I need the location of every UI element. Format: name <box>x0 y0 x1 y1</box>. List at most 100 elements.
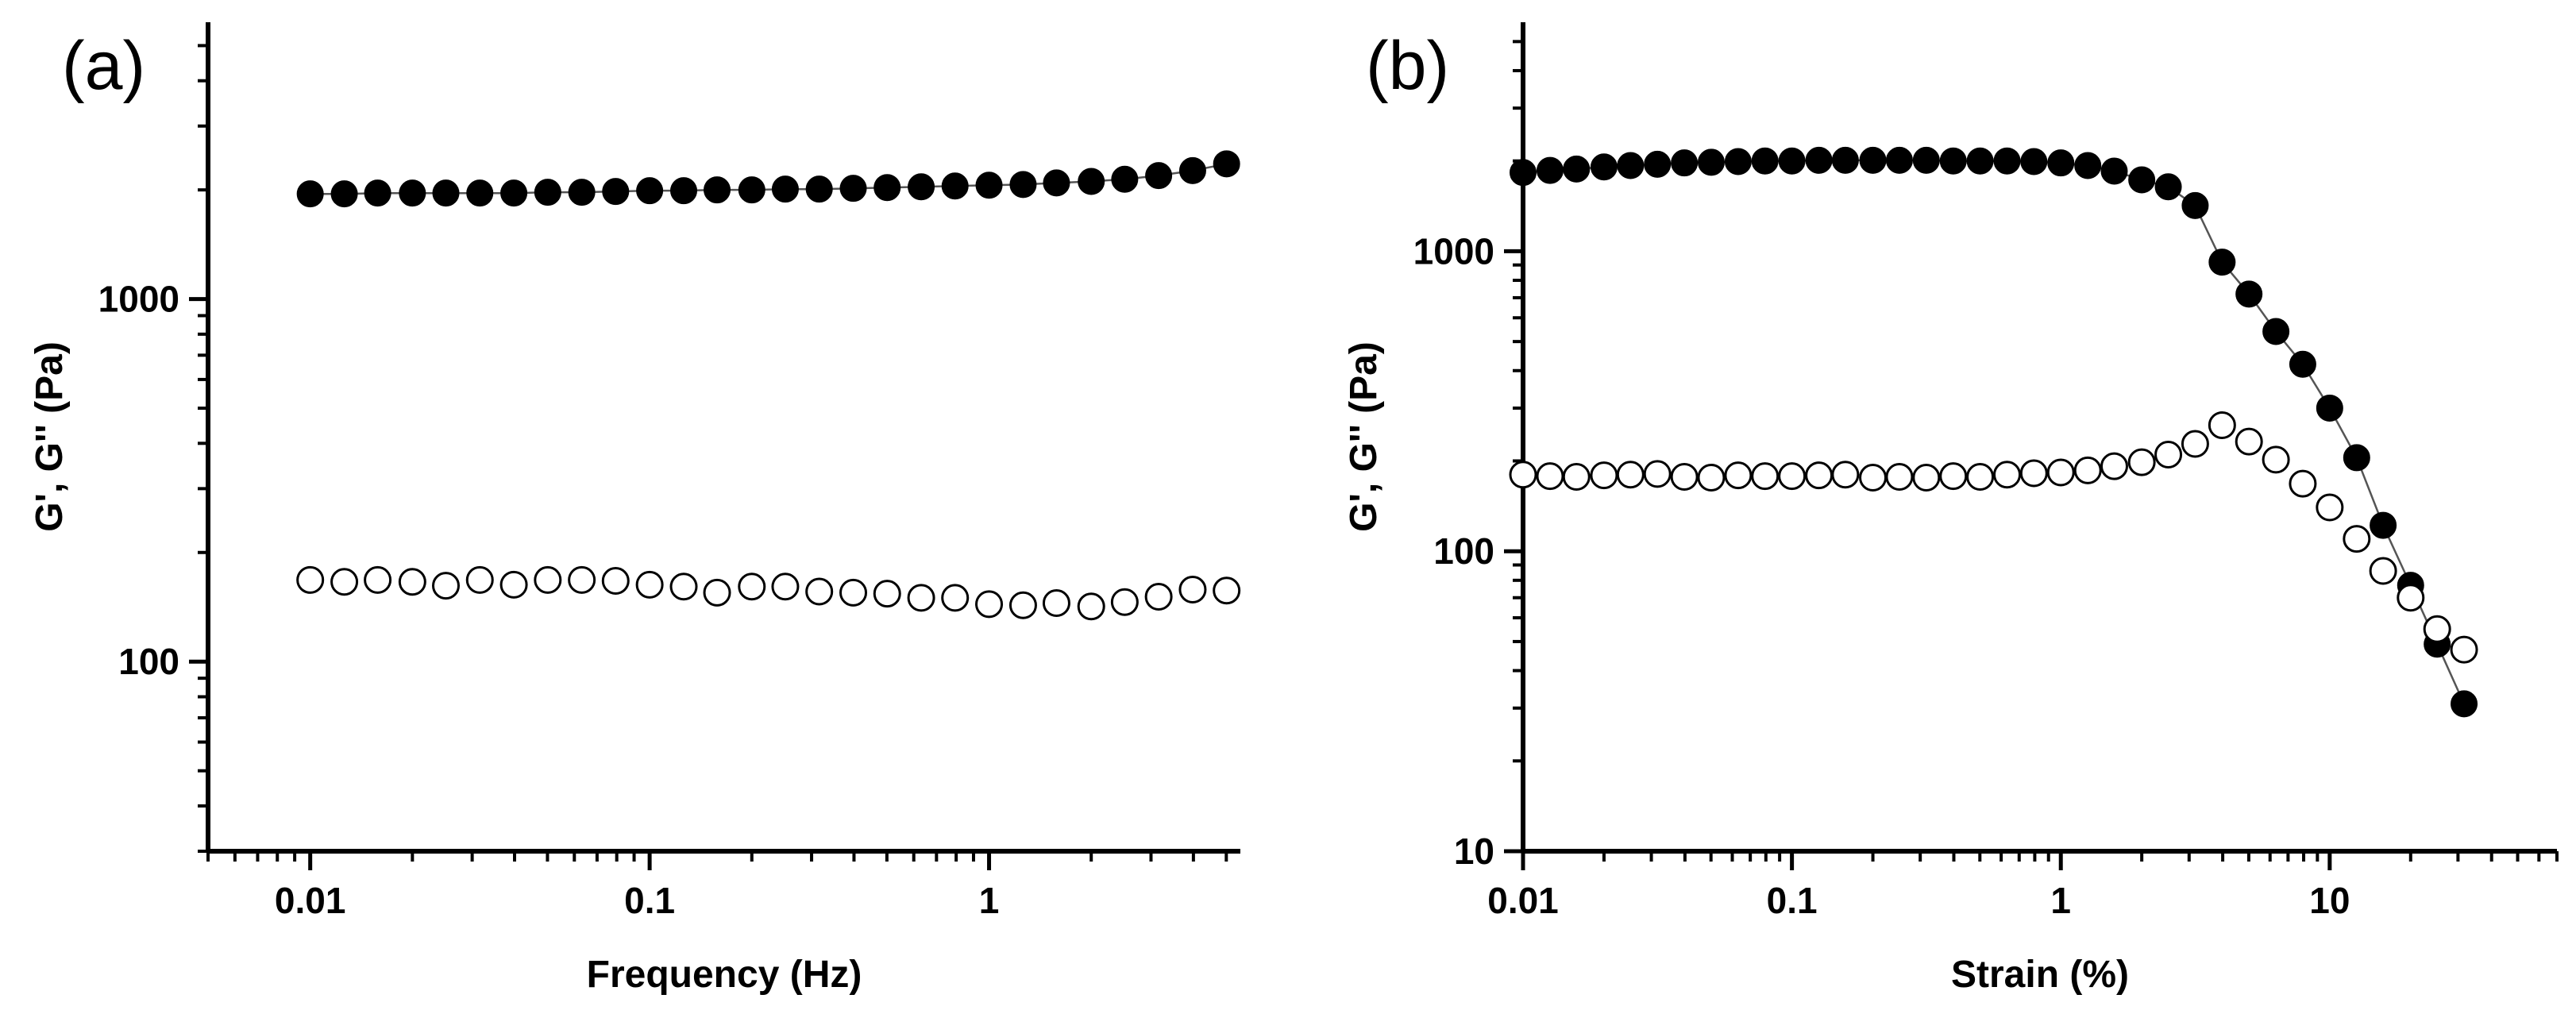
data-point-open <box>534 565 562 594</box>
data-point-open <box>432 572 461 600</box>
x-tick-label: 0.1 <box>1767 880 1818 921</box>
data-point-open <box>1912 463 1941 492</box>
data-point-open <box>669 573 698 601</box>
data-point-filled <box>1912 146 1940 174</box>
data-point-filled <box>1536 156 1564 184</box>
data-point-filled <box>1617 152 1645 179</box>
data-point-filled <box>1993 147 2021 175</box>
data-point-open <box>1993 461 2022 489</box>
data-point-filled <box>1671 149 1699 177</box>
data-point-filled <box>2235 280 2263 308</box>
x-tick-label: 0.01 <box>275 880 346 921</box>
y-tick-label: 100 <box>118 641 179 682</box>
data-point-open <box>465 565 494 594</box>
data-point-filled <box>1859 146 1887 174</box>
data-point-open <box>499 570 528 599</box>
data-point-open <box>1213 576 1241 605</box>
y-tick-label: 1000 <box>1413 230 1494 272</box>
data-point-open <box>398 568 426 596</box>
data-point-open <box>1178 576 1207 604</box>
data-point-open <box>2127 448 2156 476</box>
series-line <box>310 163 1227 195</box>
y-tick-label: 10 <box>1454 831 1494 872</box>
data-point-open <box>1536 462 1564 491</box>
x-axis-title: Frequency (Hz) <box>587 954 862 996</box>
data-point-filled <box>805 175 833 203</box>
x-tick-label: 1 <box>979 880 1000 921</box>
data-point-filled <box>1805 146 1833 174</box>
data-point-filled <box>908 173 935 201</box>
y-tick-label: 100 <box>1433 530 1494 572</box>
y-tick-label: 1000 <box>98 279 179 320</box>
data-point-open <box>1697 463 1726 492</box>
data-point-open <box>1616 461 1645 489</box>
data-point-open <box>2450 635 2478 664</box>
data-point-open <box>771 573 800 601</box>
data-point-open <box>2208 411 2236 440</box>
data-point-filled <box>941 172 969 200</box>
data-point-filled <box>466 179 494 207</box>
data-point-open <box>1966 463 1995 492</box>
data-point-open <box>2154 440 2183 468</box>
data-point-filled <box>1111 165 1139 193</box>
data-point-filled <box>534 179 561 206</box>
data-point-filled <box>1510 159 1537 187</box>
data-point-filled <box>873 174 901 202</box>
data-point-open <box>805 577 834 606</box>
data-point-open <box>2369 557 2397 585</box>
x-tick-label: 1 <box>2050 880 2071 921</box>
data-point-open <box>1670 463 1699 492</box>
data-point-filled <box>2289 350 2316 378</box>
x-tick-label: 0.01 <box>1487 880 1559 921</box>
data-point-open <box>2046 458 2075 487</box>
data-point-filled <box>636 177 664 205</box>
data-point-open <box>1939 462 1968 491</box>
data-point-open <box>1885 463 1914 492</box>
data-point-filled <box>2343 444 2370 472</box>
data-point-filled <box>975 172 1003 199</box>
data-point-filled <box>1644 150 1672 178</box>
data-point-filled <box>2451 690 2478 718</box>
series-storage-modulus <box>1510 146 2478 718</box>
data-point-filled <box>2020 148 2048 175</box>
data-point-filled <box>2074 152 2102 179</box>
data-point-open <box>839 578 868 607</box>
data-point-open <box>1751 462 1780 491</box>
data-point-open <box>2423 615 2451 643</box>
panel-a: (a) 0.01 0.1 1 100 1000 Frequency (Hz) G', G'' … <box>29 22 1241 996</box>
data-point-filled <box>500 179 528 207</box>
data-point-filled <box>839 175 867 202</box>
data-point-open <box>1042 589 1070 618</box>
data-point-filled <box>1751 147 1779 175</box>
data-point-open <box>738 573 766 601</box>
data-point-open <box>975 590 1004 619</box>
data-point-filled <box>2370 511 2397 539</box>
data-point-open <box>635 570 664 599</box>
data-point-filled <box>2100 157 2128 185</box>
data-point-filled <box>602 178 630 206</box>
data-point-filled <box>771 175 799 203</box>
data-point-filled <box>1590 153 1618 181</box>
data-point-filled <box>2181 191 2209 219</box>
data-point-open <box>2397 584 2425 612</box>
data-point-open <box>907 584 935 612</box>
data-point-open <box>1509 461 1537 489</box>
data-point-filled <box>1563 155 1591 183</box>
data-point-open <box>2073 456 2102 484</box>
series-loss-modulus <box>1509 411 2478 664</box>
data-point-filled <box>1939 147 1967 175</box>
data-point-filled <box>1831 146 1859 174</box>
series-storage-modulus <box>296 150 1240 208</box>
data-point-open <box>1077 592 1105 621</box>
y-axis-title: G', G'' (Pa) <box>1343 341 1385 532</box>
data-point-filled <box>1078 168 1105 195</box>
data-point-open <box>2289 469 2317 498</box>
data-point-open <box>873 580 901 608</box>
x-axis-title: Strain (%) <box>1951 954 2129 996</box>
data-point-open <box>1724 461 1753 490</box>
data-point-filled <box>1697 148 1725 176</box>
data-point-filled <box>1178 156 1206 184</box>
data-point-open <box>2262 445 2290 474</box>
data-point-filled <box>704 176 731 204</box>
